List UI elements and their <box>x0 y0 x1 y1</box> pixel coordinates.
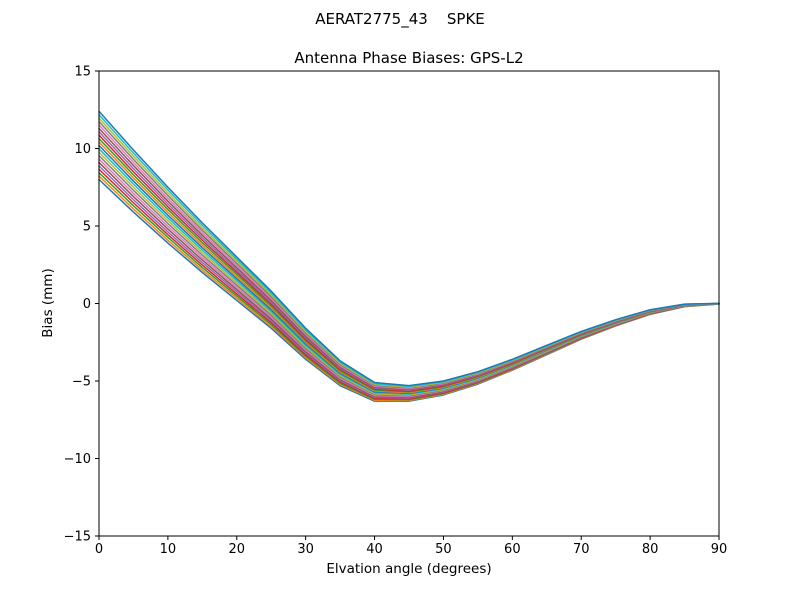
plot-area: 0 10 20 30 40 50 60 70 80 90 −15 −10 −5 0 5 10 15 <box>64 65 728 558</box>
y-tick-label: 15 <box>74 65 91 80</box>
y-tick-label: 10 <box>74 142 91 157</box>
figure-suptitle: AERAT2775_43 SPKE <box>315 10 485 29</box>
x-tick-label: 70 <box>573 542 590 557</box>
x-tick-label: 60 <box>504 542 521 557</box>
y-tick-label: 0 <box>83 297 91 312</box>
x-tick-label: 0 <box>95 542 103 557</box>
x-tick-label: 40 <box>366 542 383 557</box>
x-tick-label: 20 <box>229 542 246 557</box>
y-tick-label: −5 <box>72 375 91 390</box>
plot-background <box>99 71 719 536</box>
y-tick-label: −10 <box>64 452 91 467</box>
x-tick-label: 90 <box>711 542 728 557</box>
axes-title: Antenna Phase Biases: GPS-L2 <box>294 49 523 67</box>
y-tick-label: 5 <box>83 220 91 235</box>
x-axis-label: Elvation angle (degrees) <box>326 561 491 577</box>
x-tick-label: 50 <box>435 542 452 557</box>
x-tick-label: 10 <box>160 542 177 557</box>
x-tick-label: 80 <box>642 542 659 557</box>
x-tick-label: 30 <box>297 542 314 557</box>
series-line <box>98 110 720 387</box>
y-axis-label: Bias (mm) <box>40 268 56 337</box>
y-tick-label: −15 <box>64 530 91 545</box>
